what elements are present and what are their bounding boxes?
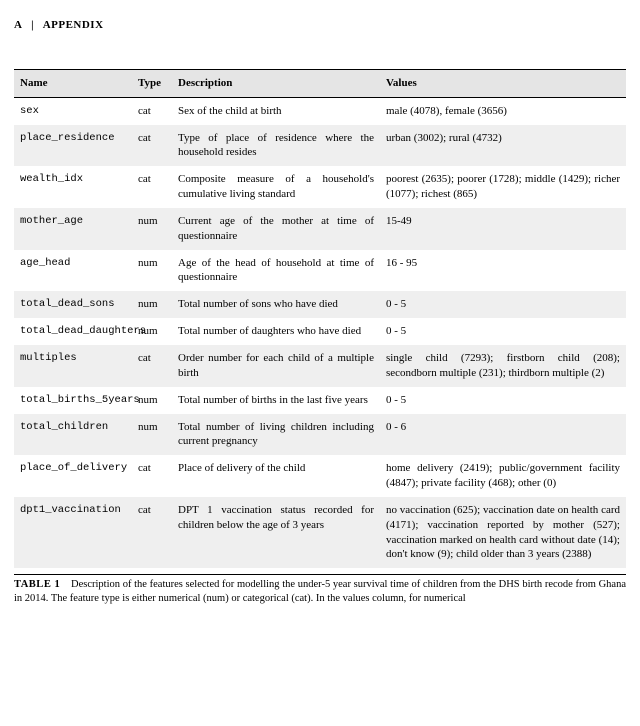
cell-values: 0 - 5 bbox=[380, 387, 626, 414]
cell-type: cat bbox=[132, 345, 172, 387]
cell-values: 0 - 6 bbox=[380, 414, 626, 456]
cell-type: cat bbox=[132, 455, 172, 497]
table-row: multiplescatOrder number for each child … bbox=[14, 345, 626, 387]
table-row: total_births_5yearsnumTotal number of bi… bbox=[14, 387, 626, 414]
table-row: sexcatSex of the child at birthmale (407… bbox=[14, 97, 626, 124]
cell-name: total_dead_sons bbox=[14, 291, 132, 318]
cell-values: poorest (2635); poorer (1728); middle (1… bbox=[380, 166, 626, 208]
cell-type: num bbox=[132, 291, 172, 318]
table-body: sexcatSex of the child at birthmale (407… bbox=[14, 97, 626, 568]
table-row: total_dead_daughtersnumTotal number of d… bbox=[14, 318, 626, 345]
cell-type: cat bbox=[132, 97, 172, 124]
cell-type: cat bbox=[132, 166, 172, 208]
cell-description: Total number of births in the last five … bbox=[172, 387, 380, 414]
cell-description: Type of place of residence where the hou… bbox=[172, 125, 380, 167]
cell-values: 16 - 95 bbox=[380, 250, 626, 292]
table-row: total_childrennumTotal number of living … bbox=[14, 414, 626, 456]
table-row: age_headnumAge of the head of household … bbox=[14, 250, 626, 292]
cell-description: Total number of sons who have died bbox=[172, 291, 380, 318]
cell-description: Total number of daughters who have died bbox=[172, 318, 380, 345]
cell-values: 15-49 bbox=[380, 208, 626, 250]
appendix-heading: A | APPENDIX bbox=[14, 18, 626, 33]
appendix-title: APPENDIX bbox=[43, 19, 104, 31]
appendix-separator: | bbox=[25, 19, 40, 31]
cell-description: Order number for each child of a multipl… bbox=[172, 345, 380, 387]
cell-name: wealth_idx bbox=[14, 166, 132, 208]
table-row: wealth_idxcatComposite measure of a hous… bbox=[14, 166, 626, 208]
cell-name: place_of_delivery bbox=[14, 455, 132, 497]
cell-description: Sex of the child at birth bbox=[172, 97, 380, 124]
cell-name: total_children bbox=[14, 414, 132, 456]
table-row: mother_agenumCurrent age of the mother a… bbox=[14, 208, 626, 250]
cell-name: total_births_5years bbox=[14, 387, 132, 414]
cell-type: num bbox=[132, 414, 172, 456]
col-header-values: Values bbox=[380, 69, 626, 97]
cell-name: total_dead_daughters bbox=[14, 318, 132, 345]
cell-type: num bbox=[132, 318, 172, 345]
cell-type: num bbox=[132, 250, 172, 292]
cell-name: place_residence bbox=[14, 125, 132, 167]
col-header-type: Type bbox=[132, 69, 172, 97]
col-header-name: Name bbox=[14, 69, 132, 97]
cell-name: multiples bbox=[14, 345, 132, 387]
caption-text: Description of the features selected for… bbox=[14, 579, 626, 604]
table-row: place_of_deliverycatPlace of delivery of… bbox=[14, 455, 626, 497]
caption-label: TABLE 1 bbox=[14, 579, 60, 590]
cell-description: Place of delivery of the child bbox=[172, 455, 380, 497]
cell-description: DPT 1 vaccination status recorded for ch… bbox=[172, 497, 380, 568]
cell-description: Total number of living children includin… bbox=[172, 414, 380, 456]
table-row: total_dead_sonsnumTotal number of sons w… bbox=[14, 291, 626, 318]
cell-type: num bbox=[132, 387, 172, 414]
cell-name: mother_age bbox=[14, 208, 132, 250]
cell-type: num bbox=[132, 208, 172, 250]
cell-type: cat bbox=[132, 125, 172, 167]
col-header-description: Description bbox=[172, 69, 380, 97]
table-header-row: Name Type Description Values bbox=[14, 69, 626, 97]
cell-name: sex bbox=[14, 97, 132, 124]
cell-description: Age of the head of household at time of … bbox=[172, 250, 380, 292]
cell-values: no vaccination (625); vaccination date o… bbox=[380, 497, 626, 568]
cell-values: 0 - 5 bbox=[380, 318, 626, 345]
cell-values: home delivery (2419); public/government … bbox=[380, 455, 626, 497]
cell-name: age_head bbox=[14, 250, 132, 292]
cell-values: 0 - 5 bbox=[380, 291, 626, 318]
appendix-letter: A bbox=[14, 19, 22, 31]
table-row: place_residencecatType of place of resid… bbox=[14, 125, 626, 167]
cell-values: single child (7293); firstborn child (20… bbox=[380, 345, 626, 387]
features-table: Name Type Description Values sexcatSex o… bbox=[14, 69, 626, 568]
cell-type: cat bbox=[132, 497, 172, 568]
cell-description: Current age of the mother at time of que… bbox=[172, 208, 380, 250]
table-row: dpt1_vaccinationcatDPT 1 vaccination sta… bbox=[14, 497, 626, 568]
cell-description: Composite measure of a household's cumul… bbox=[172, 166, 380, 208]
cell-values: male (4078), female (3656) bbox=[380, 97, 626, 124]
table-caption: TABLE 1 Description of the features sele… bbox=[14, 574, 626, 606]
cell-name: dpt1_vaccination bbox=[14, 497, 132, 568]
cell-values: urban (3002); rural (4732) bbox=[380, 125, 626, 167]
